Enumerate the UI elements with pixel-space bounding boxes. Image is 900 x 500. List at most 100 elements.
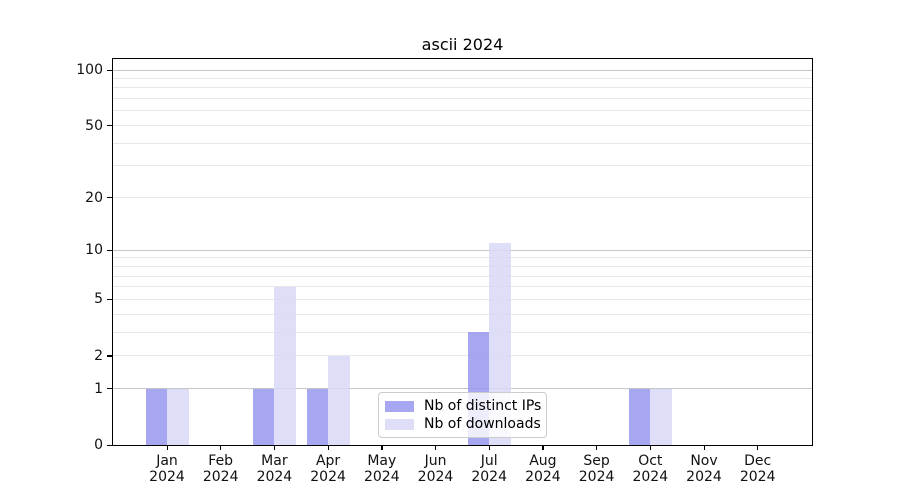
x-tick-year: 2024 [578, 469, 615, 485]
x-tick-month: May [367, 453, 397, 469]
x-tick-month: Oct [638, 453, 663, 469]
gridline-minor [113, 275, 812, 277]
gridline-minor [113, 298, 812, 300]
y-axis-tick-mark [107, 125, 113, 127]
gridline-minor [113, 110, 812, 112]
x-tick-month: Aug [529, 453, 557, 469]
y-tick-label: 20 [85, 189, 103, 206]
y-axis-tick-mark [107, 355, 113, 357]
gridline-minor [113, 77, 812, 79]
legend-swatch-downloads [385, 418, 414, 430]
x-tick-year: 2024 [310, 469, 346, 485]
y-tick-label: 10 [85, 242, 103, 259]
bar-downloads-jan [167, 388, 189, 445]
x-tick-month: Apr [315, 453, 341, 469]
y-tick-label: 2 [94, 347, 103, 364]
x-tick-month: Dec [744, 453, 772, 469]
bar-distinct-ips-oct [628, 388, 651, 445]
x-axis-tick-mark [273, 445, 276, 450]
x-tick-year: 2024 [149, 469, 185, 485]
y-axis-tick-mark [107, 388, 113, 390]
x-tick-label: Aug 2024 [508, 453, 578, 485]
legend-label: Nb of distinct IPs [424, 398, 542, 414]
bar-distinct-ips-apr [306, 388, 329, 445]
y-axis-tick-mark [107, 298, 113, 301]
gridline-minor [113, 98, 812, 100]
x-tick-month: Mar [261, 453, 288, 469]
bar-distinct-ips-jan [145, 388, 167, 445]
x-axis-tick-mark [703, 445, 705, 450]
legend-swatch-distinct-ips [385, 400, 414, 412]
x-tick-label: Nov 2024 [669, 453, 739, 485]
legend-item-downloads: Nb of downloads [385, 416, 541, 432]
x-tick-month: Jun [424, 453, 447, 469]
gridline-minor [113, 257, 812, 259]
bar-downloads-apr [328, 355, 350, 445]
x-axis-tick-mark [166, 445, 168, 450]
x-tick-label: Dec 2024 [723, 453, 793, 485]
y-tick-label: 1 [94, 380, 103, 397]
gridline-minor [113, 87, 812, 89]
x-tick-month: Sep [583, 453, 610, 469]
x-tick-year: 2024 [686, 469, 722, 485]
y-axis-tick-mark [107, 249, 113, 251]
x-axis-tick-mark [435, 445, 437, 450]
gridline-minor [113, 313, 812, 315]
y-tick-label: 0 [94, 437, 103, 453]
x-tick-label: Feb 2024 [186, 453, 256, 485]
legend: Nb of distinct IPs Nb of downloads [378, 392, 547, 438]
gridline-minor [113, 165, 812, 167]
x-tick-label: Mar 2024 [239, 453, 309, 485]
x-tick-label: Jul 2024 [454, 453, 524, 485]
x-tick-year: 2024 [417, 469, 454, 485]
x-tick-month: Nov [690, 453, 718, 469]
bar-downloads-mar [274, 286, 296, 445]
x-tick-label: Apr 2024 [293, 453, 363, 485]
y-tick-label: 50 [85, 117, 103, 134]
x-tick-year: 2024 [363, 469, 400, 485]
gridline-major [113, 388, 812, 390]
x-tick-label: Jun 2024 [401, 453, 471, 485]
x-axis-tick-mark [649, 445, 652, 450]
bar-downloads-oct [650, 388, 672, 445]
x-axis-tick-mark [327, 445, 329, 450]
gridline-minor [113, 125, 812, 127]
gridline-minor [113, 355, 812, 357]
gridline-minor [113, 265, 812, 267]
y-axis-tick-mark [107, 444, 113, 446]
y-tick-label: 5 [94, 291, 103, 308]
chart-title: ascii 2024 [421, 35, 504, 54]
x-axis-tick-mark [488, 445, 490, 450]
bar-distinct-ips-mar [252, 388, 275, 445]
legend-label: Nb of downloads [424, 416, 541, 432]
x-tick-month: Jan [156, 453, 178, 469]
y-axis-tick-mark [107, 197, 113, 199]
gridline-major [113, 69, 812, 71]
gridline-minor [113, 331, 812, 333]
y-tick-label: 100 [76, 62, 103, 78]
gridline-minor [113, 142, 812, 144]
gridline-major [113, 249, 812, 251]
x-tick-year: 2024 [632, 469, 669, 485]
x-axis-tick-mark [381, 445, 383, 450]
x-tick-label: Jan 2024 [132, 453, 202, 485]
x-tick-year: 2024 [739, 469, 776, 485]
x-axis-tick-mark [220, 445, 222, 450]
x-axis-tick-mark [596, 445, 598, 450]
x-tick-year: 2024 [525, 469, 561, 485]
x-axis-tick-mark [757, 445, 759, 450]
x-tick-year: 2024 [202, 469, 239, 485]
x-tick-year: 2024 [471, 469, 507, 485]
x-tick-label: Sep 2024 [562, 453, 632, 485]
x-tick-month: Jul [480, 453, 498, 469]
x-tick-label: May 2024 [347, 453, 417, 485]
gridline-minor [113, 286, 812, 288]
x-tick-month: Feb [208, 453, 234, 469]
gridline-minor [113, 197, 812, 199]
x-tick-year: 2024 [256, 469, 293, 485]
x-tick-label: Oct 2024 [615, 453, 685, 485]
legend-item-distinct-ips: Nb of distinct IPs [385, 398, 542, 414]
x-axis-tick-mark [542, 445, 544, 450]
y-axis-tick-mark [107, 69, 113, 71]
